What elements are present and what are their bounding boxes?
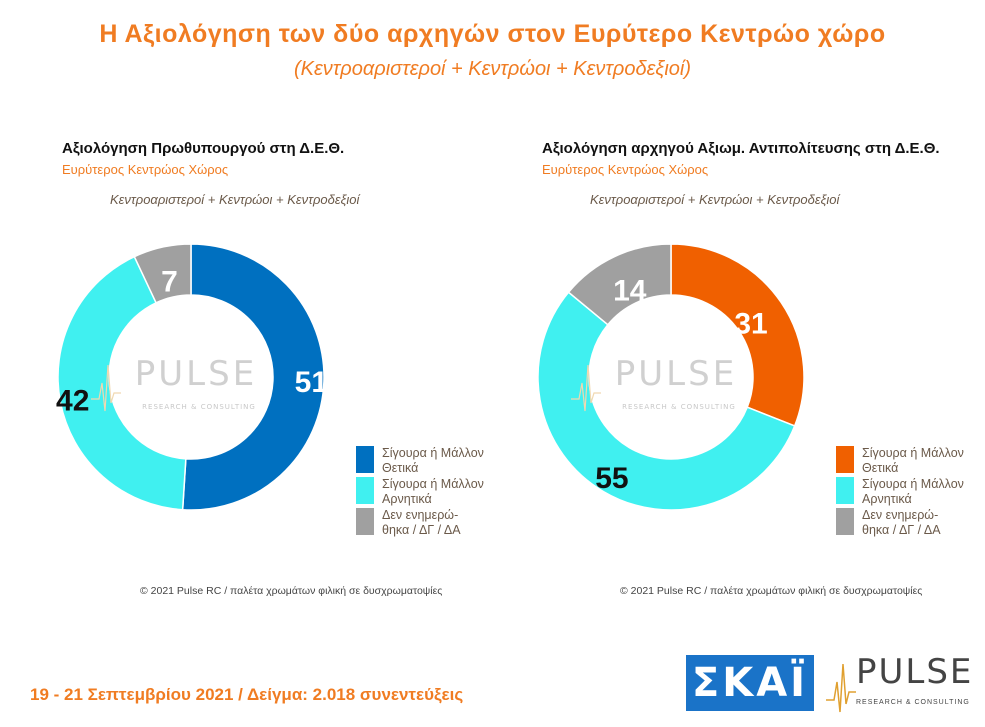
- legend-item-positive: Σίγουρα ή Μάλλον Θετικά: [356, 446, 502, 477]
- main-title: Η Αξιολόγηση των δύο αρχηγών στον Ευρύτε…: [99, 20, 886, 48]
- watermark-wave-icon: [571, 364, 601, 412]
- skai-logo: ΣΚΑΪ: [686, 655, 814, 711]
- legend-label-line2: Αρνητικά: [382, 492, 432, 506]
- donut-slice-negative: [537, 291, 796, 511]
- data-label-negative: 42: [56, 385, 89, 418]
- pulse-logo: PULSE RESEARCH & CONSULTING: [826, 652, 976, 714]
- donut-chart: PULSE RESEARCH & CONSULTING 31 55 14: [537, 243, 805, 511]
- pulse-logo-word: PULSE: [856, 652, 974, 692]
- watermark-word: PULSE: [615, 354, 737, 394]
- legend-swatch: [836, 508, 854, 535]
- donut-slice-negative: [57, 255, 187, 511]
- chart-legend: Σίγουρα ή Μάλλον Θετικά Σίγουρα ή Μάλλον Α…: [836, 446, 982, 539]
- legend-label-line1: Σίγουρα ή Μάλλον: [862, 477, 964, 491]
- data-label-positive: 31: [734, 308, 767, 341]
- footer-survey-info: 19 - 21 Σεπτεμβρίου 2021 / Δείγμα: 2.018…: [30, 685, 464, 704]
- legend-item-positive: Σίγουρα ή Μάλλον Θετικά: [836, 446, 982, 477]
- legend-label-line2: Θετικά: [862, 461, 899, 475]
- legend-swatch: [356, 477, 374, 504]
- donut-slice-dont-know: [133, 243, 192, 304]
- legend-label-line2: Θετικά: [382, 461, 419, 475]
- data-label-dont-know: 7: [161, 265, 178, 298]
- data-label-negative: 55: [595, 462, 628, 495]
- legend-swatch: [356, 508, 374, 535]
- chart-panel-pm: Αξιολόγηση Πρωθυπουργού στη Δ.Ε.Θ. Ευρύτ…: [56, 140, 502, 610]
- donut-slice-dont-know: [567, 243, 672, 326]
- data-label-positive: 51: [295, 366, 328, 399]
- legend-label-line2: Αρνητικά: [862, 492, 912, 506]
- legend-label-line2: θηκα / ΔΓ / ΔΑ: [382, 523, 461, 537]
- chart-subtitle: Ευρύτερος Κεντρώος Χώρος: [62, 162, 229, 177]
- legend-item-negative: Σίγουρα ή Μάλλον Αρνητικά: [836, 477, 982, 508]
- main-subtitle: (Κεντροαριστεροί + Κεντρώοι + Κεντροδεξι…: [294, 58, 691, 80]
- legend-label-line2: θηκα / ΔΓ / ΔΑ: [862, 523, 941, 537]
- watermark-wave-icon: [91, 364, 121, 412]
- copyright-note: © 2021 Pulse RC / παλέτα χρωμάτων φιλική…: [140, 585, 443, 597]
- watermark-word: PULSE: [135, 354, 257, 394]
- legend-label-line1: Σίγουρα ή Μάλλον: [382, 446, 484, 460]
- pulse-logo-tagline: RESEARCH & CONSULTING: [856, 699, 970, 706]
- donut-slice-positive: [181, 243, 325, 511]
- legend-item-negative: Σίγουρα ή Μάλλον Αρνητικά: [356, 477, 502, 508]
- data-label-dont-know: 14: [613, 274, 647, 307]
- legend-label-line1: Δεν ενημερώ-: [862, 508, 939, 522]
- donut-slice-positive: [670, 243, 805, 427]
- legend-swatch: [836, 477, 854, 504]
- legend-swatch: [356, 446, 374, 473]
- legend-label-line1: Δεν ενημερώ-: [382, 508, 459, 522]
- chart-group-label: Κεντροαριστεροί + Κεντρώοι + Κεντροδεξιο…: [110, 192, 360, 207]
- watermark-tagline: RESEARCH & CONSULTING: [142, 403, 256, 411]
- legend-swatch: [836, 446, 854, 473]
- copyright-note: © 2021 Pulse RC / παλέτα χρωμάτων φιλική…: [620, 585, 923, 597]
- legend-label-line1: Σίγουρα ή Μάλλον: [862, 446, 964, 460]
- donut-chart: PULSE RESEARCH & CONSULTING 51 42 7: [56, 243, 328, 511]
- watermark-tagline: RESEARCH & CONSULTING: [622, 403, 736, 411]
- chart-title: Αξιολόγηση αρχηγού Αξιωμ. Αντιπολίτευσης…: [542, 140, 940, 157]
- legend-item-dk: Δεν ενημερώ-θηκα / ΔΓ / ΔΑ: [836, 508, 982, 539]
- pulse-wave-icon: [826, 663, 856, 713]
- chart-subtitle: Ευρύτερος Κεντρώος Χώρος: [542, 162, 709, 177]
- legend-label-line1: Σίγουρα ή Μάλλον: [382, 477, 484, 491]
- chart-legend: Σίγουρα ή Μάλλον Θετικά Σίγουρα ή Μάλλον Α…: [356, 446, 502, 539]
- legend-item-dk: Δεν ενημερώ-θηκα / ΔΓ / ΔΑ: [356, 508, 502, 539]
- chart-title: Αξιολόγηση Πρωθυπουργού στη Δ.Ε.Θ.: [62, 140, 345, 157]
- chart-group-label: Κεντροαριστεροί + Κεντρώοι + Κεντροδεξιο…: [590, 192, 840, 207]
- chart-panel-opposition: Αξιολόγηση αρχηγού Αξιωμ. Αντιπολίτευσης…: [537, 140, 982, 610]
